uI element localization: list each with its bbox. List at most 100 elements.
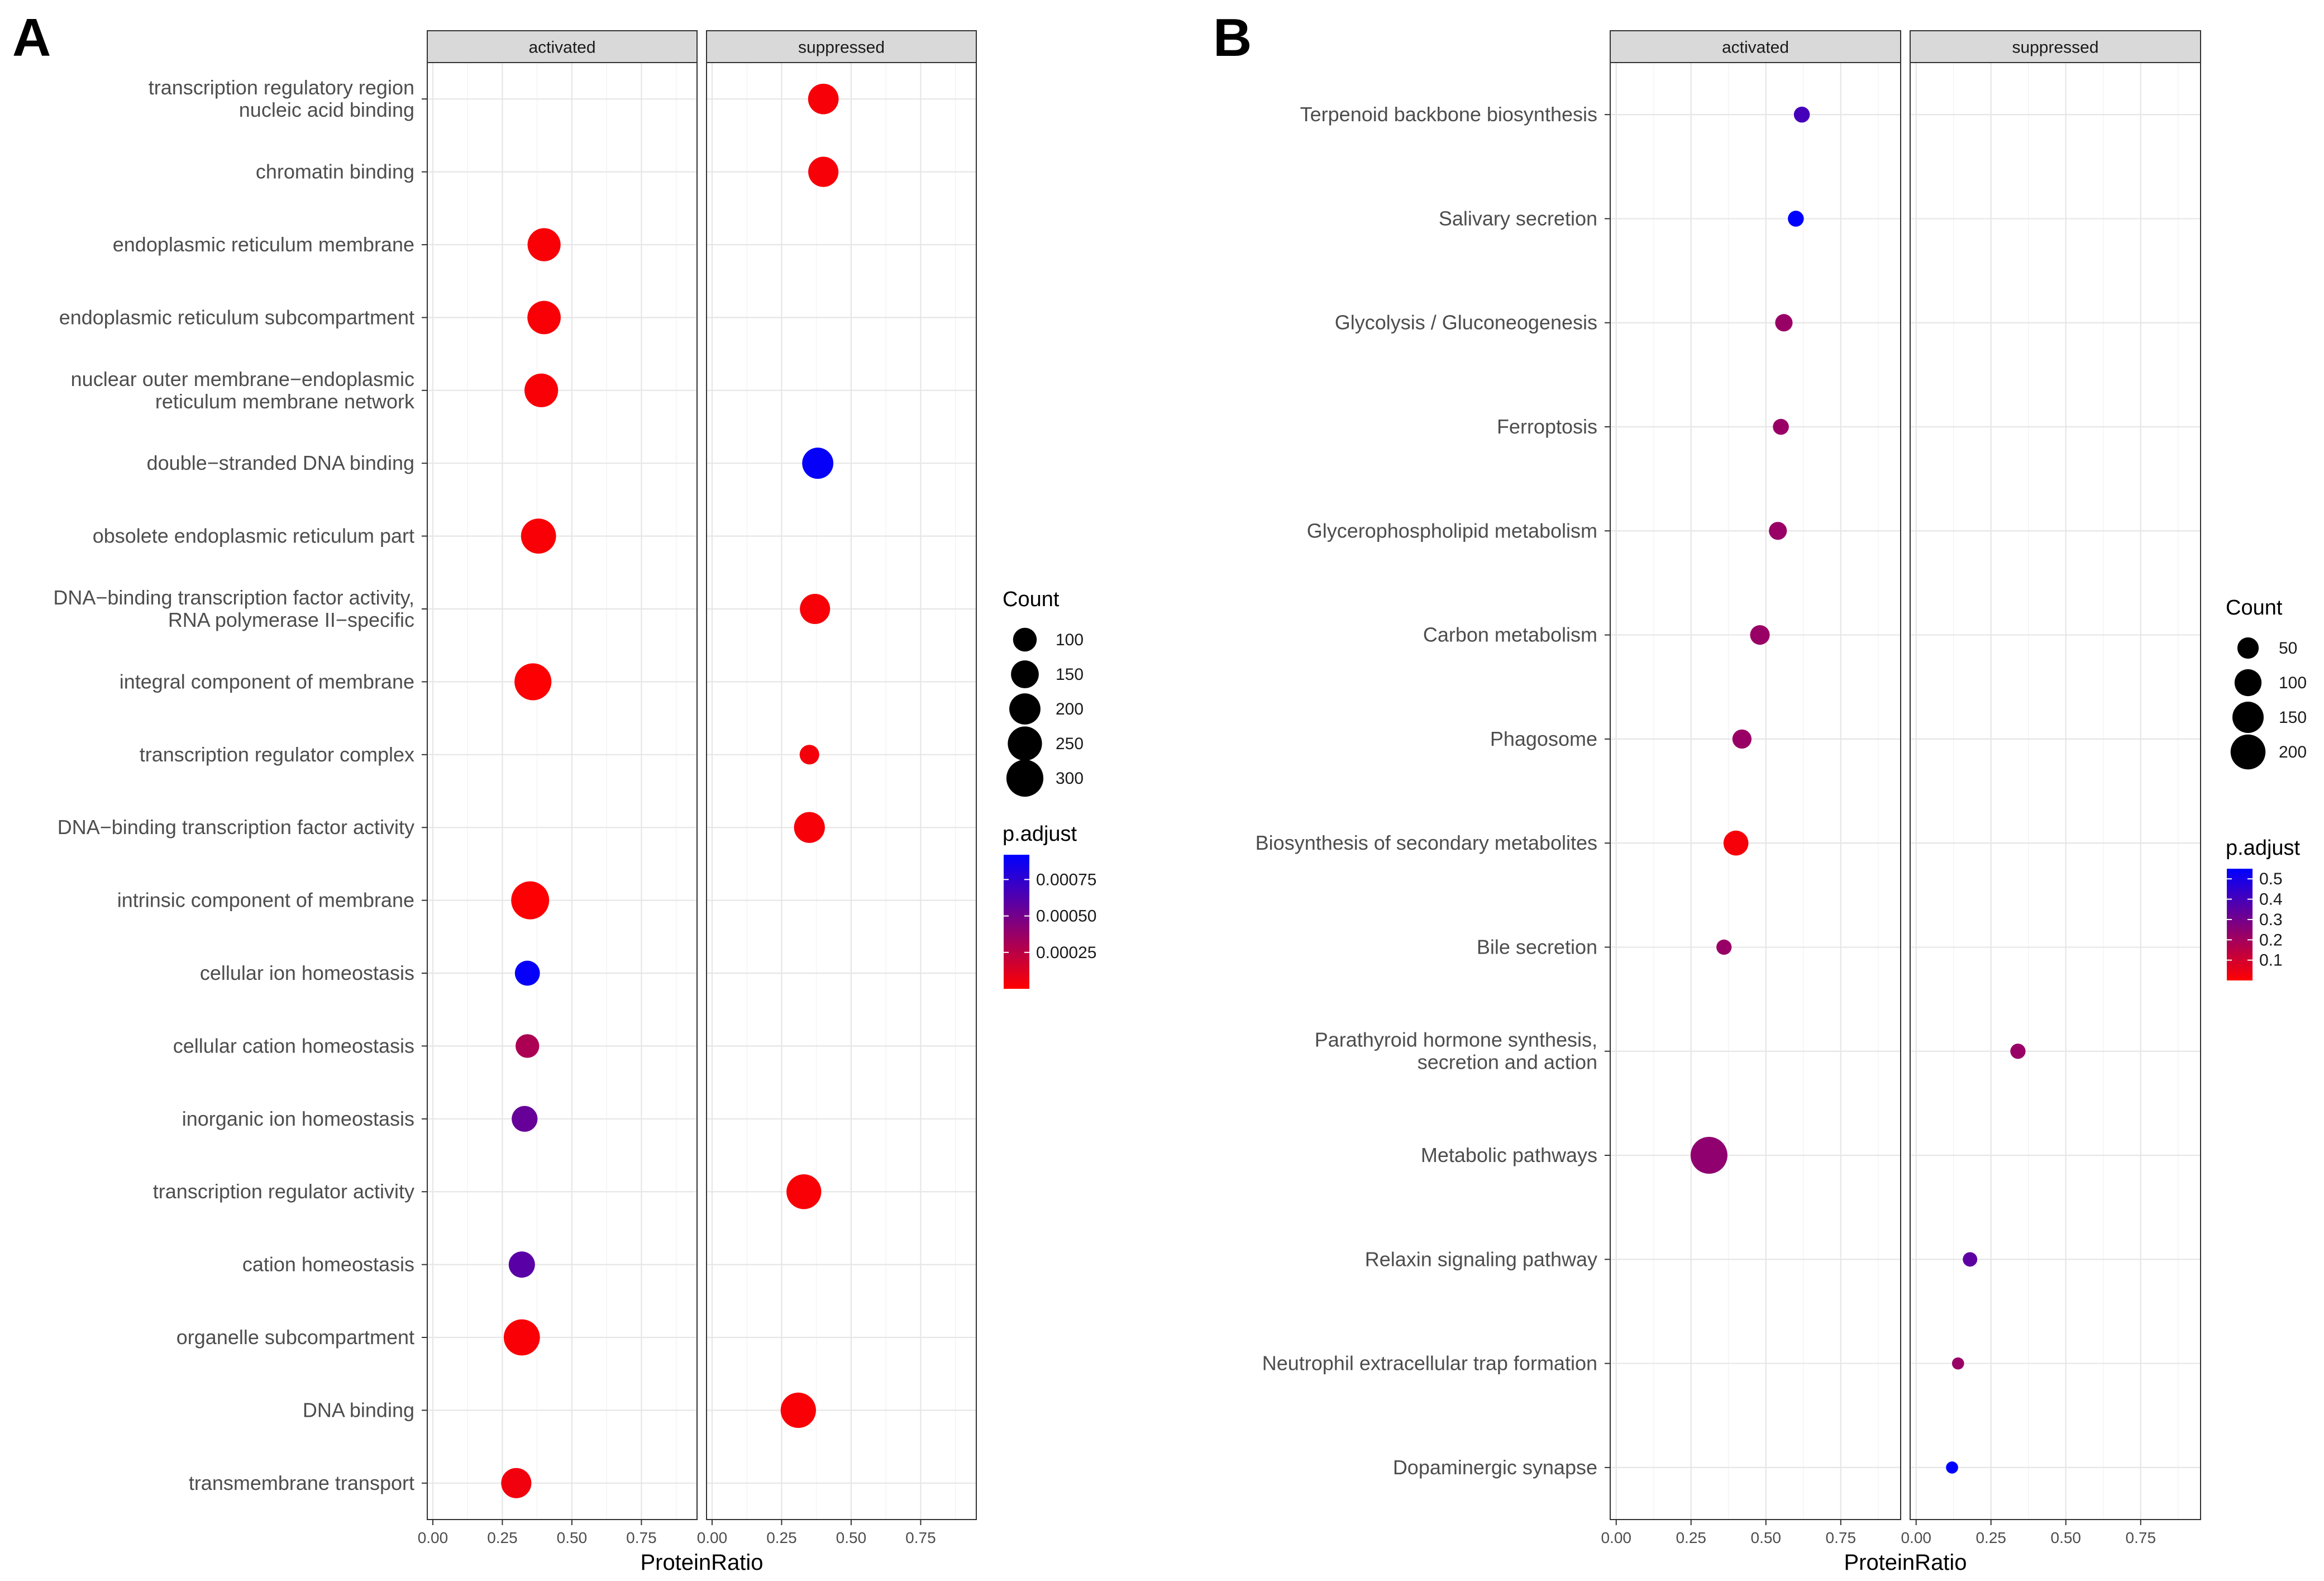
y-tick-label-line: Ferroptosis xyxy=(1497,415,1597,438)
y-tick-label: Carbon metabolism xyxy=(1423,623,1597,646)
facet-strip-label: suppressed xyxy=(798,39,885,57)
legend-size-key xyxy=(1008,726,1042,761)
plot-background xyxy=(427,63,697,1520)
x-tick-label: 0.00 xyxy=(418,1529,448,1546)
legend-size-label: 150 xyxy=(2279,708,2307,727)
y-tick-label: Relaxin signaling pathway xyxy=(1365,1247,1597,1270)
y-tick-label-line: transcription regulatory region xyxy=(149,76,414,99)
data-point xyxy=(1963,1252,1978,1267)
x-tick-label: 0.00 xyxy=(697,1529,728,1546)
y-tick-label-line: Metabolic pathways xyxy=(1421,1144,1597,1166)
y-tick-label: integral component of membrane xyxy=(120,670,414,693)
legend-size-key xyxy=(1009,693,1041,725)
facet-strip xyxy=(1610,30,1901,63)
y-tick-label: transcription regulator complex xyxy=(140,743,414,766)
y-tick-label: endoplasmic reticulum membrane xyxy=(113,233,414,256)
x-tick-label: 0.25 xyxy=(766,1529,797,1546)
y-tick-label-line: Terpenoid backbone biosynthesis xyxy=(1300,103,1597,126)
data-point xyxy=(511,881,550,920)
y-tick-label: cellular ion homeostasis xyxy=(200,961,414,984)
data-point xyxy=(1750,625,1770,645)
colorbar-tick-label: 0.4 xyxy=(2259,890,2283,909)
y-tick-label-line: double−stranded DNA binding xyxy=(147,451,414,474)
plot-background xyxy=(1610,63,1901,1520)
y-tick-label: inorganic ion homeostasis xyxy=(182,1107,414,1130)
x-tick-label: 0.75 xyxy=(905,1529,936,1546)
colorbar-tick-label: 0.00075 xyxy=(1036,870,1096,889)
data-point xyxy=(501,1468,532,1498)
y-tick-label-line: Glycerophospholipid metabolism xyxy=(1307,519,1597,542)
y-tick-label-line: DNA−binding transcription factor activit… xyxy=(58,816,414,839)
data-point xyxy=(503,1319,540,1356)
facet-activated: activated 0.00 0.25 0.50 0.75 xyxy=(1601,30,1901,1546)
y-tick-label: Neutrophil extracellular trap formation xyxy=(1262,1352,1597,1375)
legend-size-label: 200 xyxy=(2279,743,2307,761)
data-point xyxy=(800,593,831,625)
data-point xyxy=(524,373,559,407)
data-point xyxy=(1775,314,1793,332)
y-tick-label-line: endoplasmic reticulum membrane xyxy=(113,233,414,256)
x-tick-label: 0.25 xyxy=(1975,1529,2006,1546)
facet-strip-label: activated xyxy=(1722,39,1789,57)
y-tick-label-line: cellular cation homeostasis xyxy=(173,1034,414,1057)
y-tick-label-line: transcription regulator activity xyxy=(153,1180,414,1203)
data-point xyxy=(516,1034,540,1058)
y-tick-label-line: Carbon metabolism xyxy=(1423,623,1597,646)
data-point xyxy=(780,1392,816,1428)
data-point xyxy=(1716,939,1732,955)
y-tick-label: nuclear outer membrane−endoplasmic reticu… xyxy=(71,368,415,413)
x-tick-label: 0.00 xyxy=(1601,1529,1631,1546)
x-axis-title: ProteinRatio xyxy=(1844,1550,1967,1575)
data-point xyxy=(1788,211,1804,227)
data-point xyxy=(512,1106,538,1132)
y-tick-label-line: nuclear outer membrane−endoplasmic xyxy=(71,368,414,391)
y-tick-label-line: inorganic ion homeostasis xyxy=(182,1107,414,1130)
y-tick-label: Metabolic pathways xyxy=(1421,1144,1597,1166)
data-point xyxy=(1732,729,1752,749)
y-tick-label: cation homeostasis xyxy=(242,1253,414,1276)
y-tick-label-line: reticulum membrane network xyxy=(155,390,415,413)
y-tick-label-line: RNA polymerase II−specific xyxy=(168,608,414,631)
data-point xyxy=(1769,522,1787,540)
legend-size-label: 300 xyxy=(1056,769,1084,788)
plot-border xyxy=(706,62,977,1520)
panel-label: B xyxy=(1213,8,1252,68)
x-tick-label: 0.75 xyxy=(2126,1529,2156,1546)
y-tick-label: intrinsic component of membrane xyxy=(117,889,414,912)
panel-label: A xyxy=(12,8,51,68)
plot-background xyxy=(1910,63,2201,1520)
y-tick-label-line: obsolete endoplasmic reticulum part xyxy=(93,525,414,547)
y-tick-label-line: intrinsic component of membrane xyxy=(117,889,414,912)
y-tick-label-line: secretion and action xyxy=(1418,1051,1597,1074)
y-tick-label: transmembrane transport xyxy=(189,1472,414,1494)
y-tick-label: transcription regulatory region nucleic a… xyxy=(149,76,414,121)
data-point xyxy=(508,1251,535,1278)
y-tick-label-line: Parathyroid hormone synthesis, xyxy=(1315,1028,1597,1051)
y-tick-label: Glycolysis / Gluconeogenesis xyxy=(1335,311,1597,334)
y-tick-label-line: Phagosome xyxy=(1490,727,1597,750)
y-tick-label-line: cellular ion homeostasis xyxy=(200,961,414,984)
y-tick-label-line: Dopaminergic synapse xyxy=(1393,1456,1597,1479)
legend-size-key xyxy=(1006,759,1044,797)
y-tick-label: obsolete endoplasmic reticulum part xyxy=(93,525,414,547)
facet-strip xyxy=(427,30,698,63)
y-tick-label: DNA−binding transcription factor activit… xyxy=(58,816,414,839)
y-tick-label: Bile secretion xyxy=(1477,935,1597,958)
x-axis-title: ProteinRatio xyxy=(640,1550,763,1575)
legend-size-key xyxy=(1013,627,1037,652)
data-point xyxy=(799,745,819,765)
y-tick-label-line: chromatin binding xyxy=(256,160,414,183)
y-tick-label: Parathyroid hormone synthesis, secretion … xyxy=(1315,1028,1597,1074)
x-tick-label: 0.50 xyxy=(2051,1529,2082,1546)
legend-size-key xyxy=(2234,669,2262,697)
y-tick-label-line: Bile secretion xyxy=(1477,935,1597,958)
facet-suppressed: suppressed 0.00 0.25 0.50 0.75 xyxy=(697,30,977,1546)
y-tick-label: transcription regulator activity xyxy=(153,1180,414,1203)
legend-size-label: 50 xyxy=(2279,639,2297,658)
legend-size-label: 100 xyxy=(2279,674,2307,692)
y-tick-label: DNA binding xyxy=(303,1398,414,1421)
y-tick-label-line: DNA−binding transcription factor activit… xyxy=(53,586,414,609)
data-point xyxy=(514,663,552,701)
